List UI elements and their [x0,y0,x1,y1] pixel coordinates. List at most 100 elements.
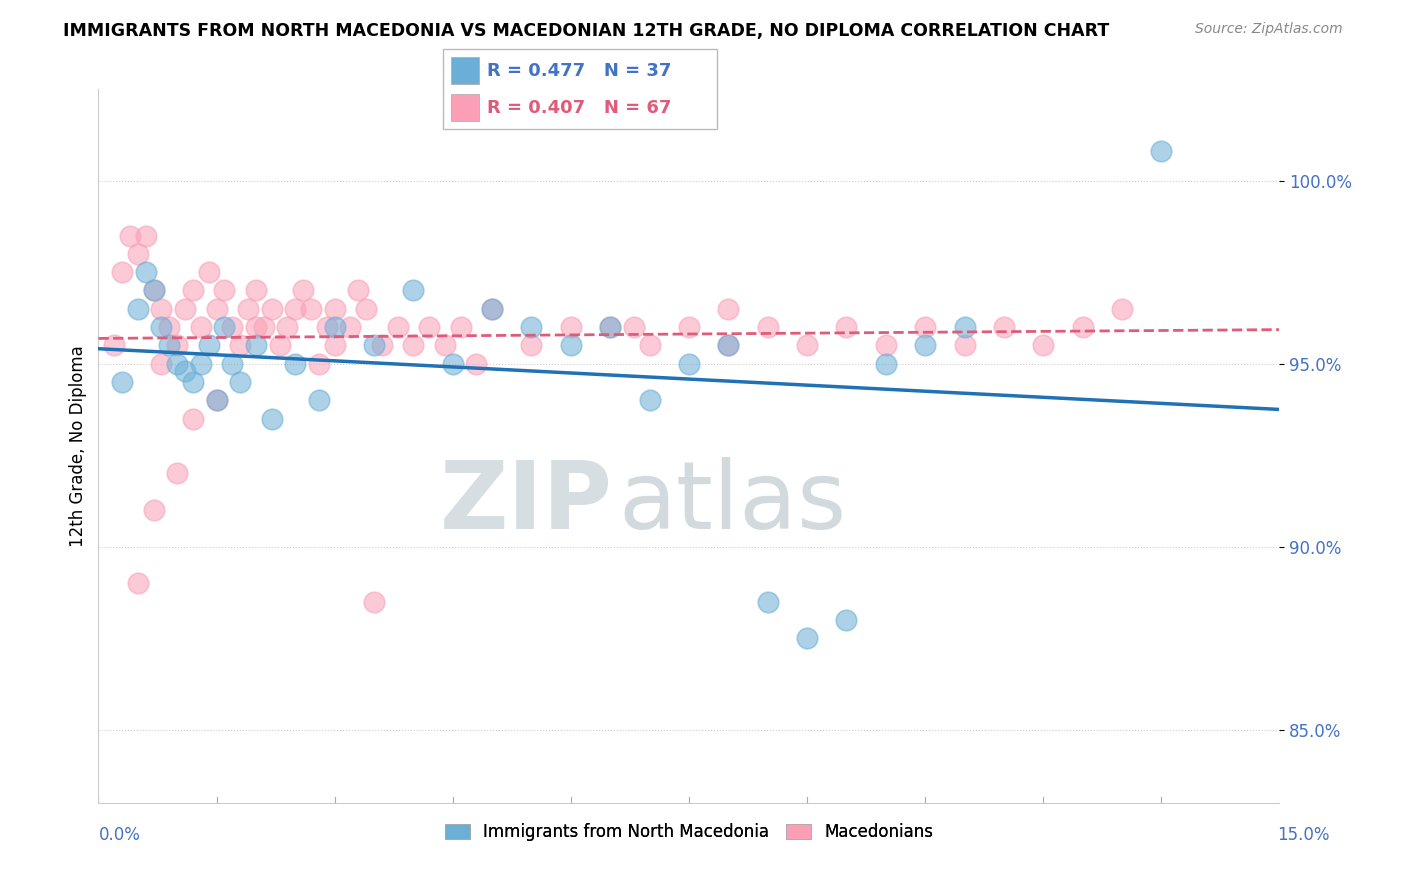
Point [150,357,173,371]
Point [387,320,409,334]
Text: IMMIGRANTS FROM NORTH MACEDONIA VS MACEDONIAN 12TH GRADE, NO DIPLOMA CORRELATION: IMMIGRANTS FROM NORTH MACEDONIA VS MACED… [63,22,1109,40]
Point [560,320,582,334]
Point [354,301,377,316]
Point [150,301,173,316]
Text: atlas: atlas [619,457,846,549]
Point [1071,320,1094,334]
Point [756,320,779,334]
Point [450,320,472,334]
Point [205,393,228,408]
Point [599,320,621,334]
Point [678,320,700,334]
Point [914,320,936,334]
Point [481,301,503,316]
Point [142,284,165,298]
Point [638,338,661,352]
Point [363,594,385,608]
Point [717,338,740,352]
Point [481,301,503,316]
Point [339,320,361,334]
Point [284,301,307,316]
Point [520,320,543,334]
Point [363,338,385,352]
Text: 0.0%: 0.0% [98,826,141,844]
Point [111,265,134,279]
Point [796,338,818,352]
Point [229,338,252,352]
Point [953,338,976,352]
Point [142,284,165,298]
Point [284,357,307,371]
Point [914,338,936,352]
Point [441,357,464,371]
Text: R = 0.477   N = 37: R = 0.477 N = 37 [486,62,671,79]
Point [135,228,157,243]
Point [118,228,141,243]
Point [433,338,456,352]
Point [135,265,157,279]
Point [315,320,337,334]
Point [103,338,125,352]
Point [127,247,149,261]
FancyBboxPatch shape [451,94,478,121]
Point [371,338,394,352]
Point [835,320,858,334]
Point [142,503,165,517]
Point [717,301,740,316]
Point [835,613,858,627]
Point [221,320,243,334]
Point [292,284,315,298]
Point [1111,301,1133,316]
FancyBboxPatch shape [443,49,717,129]
Point [347,284,370,298]
Point [174,364,197,378]
Point [993,320,1015,334]
Point [402,284,425,298]
Point [796,631,818,645]
Point [717,338,740,352]
Point [599,320,621,334]
Point [174,301,197,316]
Point [190,320,212,334]
Point [166,467,188,481]
Point [236,301,259,316]
Point [127,576,149,591]
Point [205,301,228,316]
Point [181,375,204,389]
Point [190,357,212,371]
Point [245,320,267,334]
Point [197,265,219,279]
Point [323,338,346,352]
Point [214,284,236,298]
Point [875,357,897,371]
Point [181,284,204,298]
Text: ZIP: ZIP [439,457,612,549]
Point [197,338,219,352]
Point [678,357,700,371]
Point [875,338,897,352]
Point [229,375,252,389]
Point [245,338,267,352]
Point [150,320,173,334]
Point [214,320,236,334]
Point [520,338,543,352]
Point [245,284,267,298]
Point [308,393,330,408]
Point [221,357,243,371]
Text: R = 0.407   N = 67: R = 0.407 N = 67 [486,99,671,117]
Point [127,301,149,316]
Point [157,338,180,352]
FancyBboxPatch shape [451,57,478,85]
Point [181,411,204,425]
Point [623,320,645,334]
Point [1032,338,1054,352]
Point [323,320,346,334]
Point [953,320,976,334]
Point [157,320,180,334]
Point [308,357,330,371]
Point [299,301,322,316]
Legend: Immigrants from North Macedonia, Macedonians: Immigrants from North Macedonia, Macedon… [439,817,939,848]
Point [560,338,582,352]
Point [756,594,779,608]
Point [205,393,228,408]
